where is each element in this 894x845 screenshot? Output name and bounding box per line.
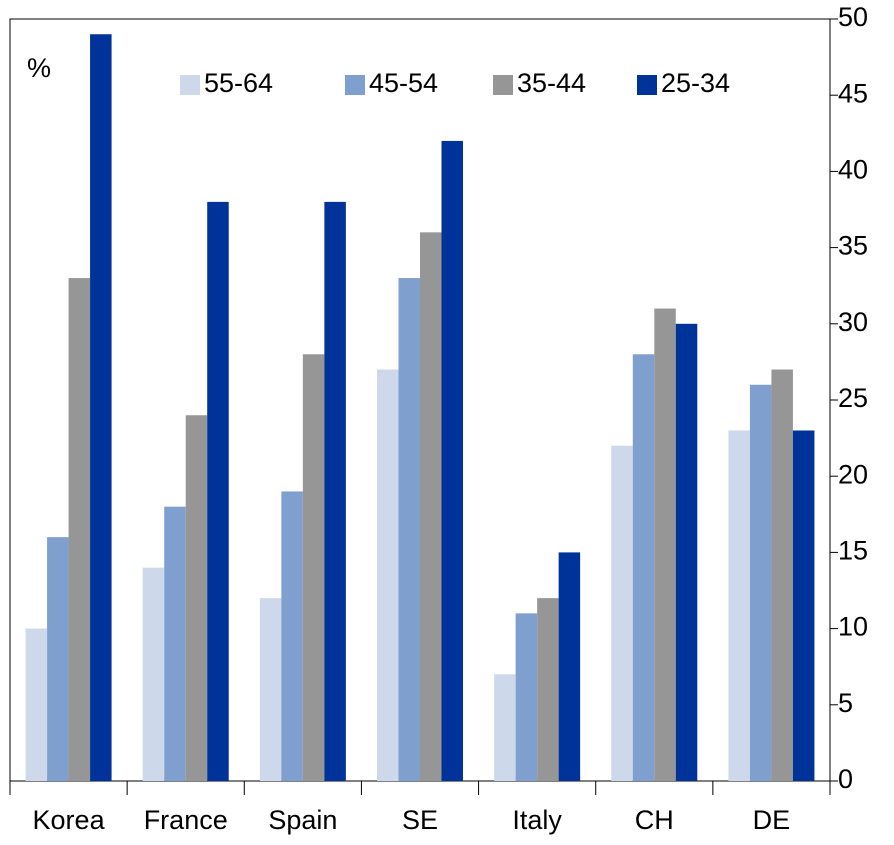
bar bbox=[675, 323, 698, 781]
bar bbox=[25, 628, 48, 781]
bar bbox=[68, 278, 91, 781]
y-tick-label: 30 bbox=[838, 307, 868, 337]
legend-label: 25-34 bbox=[661, 68, 730, 98]
bar bbox=[164, 506, 186, 781]
bar bbox=[728, 430, 750, 781]
bar bbox=[47, 537, 69, 781]
bar bbox=[207, 201, 229, 781]
bar bbox=[377, 369, 399, 781]
legend-swatch bbox=[180, 75, 200, 95]
bar bbox=[185, 415, 208, 781]
x-tick-label: CH bbox=[635, 805, 674, 835]
legend-swatch bbox=[345, 75, 365, 95]
bar bbox=[632, 354, 655, 781]
bar bbox=[792, 430, 815, 781]
bar bbox=[302, 354, 325, 781]
bar bbox=[558, 552, 581, 781]
x-tick-label: Korea bbox=[33, 805, 106, 835]
y-axis-label: % bbox=[27, 53, 51, 83]
x-tick-label: Italy bbox=[512, 805, 562, 835]
y-tick-label: 50 bbox=[838, 2, 868, 32]
bar bbox=[420, 232, 442, 782]
bar bbox=[398, 278, 420, 781]
legend-swatch bbox=[493, 75, 513, 95]
y-tick-label: 5 bbox=[838, 688, 853, 718]
bar bbox=[441, 140, 463, 782]
bar bbox=[611, 445, 633, 781]
y-tick-label: 40 bbox=[838, 155, 868, 185]
legend-label: 35-44 bbox=[517, 68, 586, 98]
legend-label: 55-64 bbox=[204, 68, 273, 98]
bar bbox=[749, 384, 772, 781]
x-tick-label: DE bbox=[753, 805, 791, 835]
legend-label: 45-54 bbox=[369, 68, 438, 98]
bar bbox=[771, 369, 793, 781]
x-tick-label: France bbox=[144, 805, 228, 835]
y-tick-label: 25 bbox=[838, 383, 868, 413]
bar bbox=[654, 308, 676, 781]
y-tick-label: 45 bbox=[838, 78, 868, 108]
y-tick-label: 0 bbox=[838, 764, 853, 794]
bar bbox=[537, 598, 559, 781]
bar bbox=[259, 598, 282, 781]
legend-swatch bbox=[637, 75, 657, 95]
bar bbox=[515, 613, 538, 781]
bar bbox=[142, 567, 165, 781]
y-tick-label: 20 bbox=[838, 459, 868, 489]
bar bbox=[494, 674, 516, 781]
bar bbox=[324, 201, 346, 781]
y-tick-label: 15 bbox=[838, 536, 868, 566]
y-tick-label: 10 bbox=[838, 612, 868, 642]
bar bbox=[281, 491, 303, 781]
x-tick-label: Spain bbox=[268, 805, 337, 835]
x-tick-label: SE bbox=[402, 805, 438, 835]
bar bbox=[90, 34, 112, 782]
y-tick-label: 35 bbox=[838, 231, 868, 261]
